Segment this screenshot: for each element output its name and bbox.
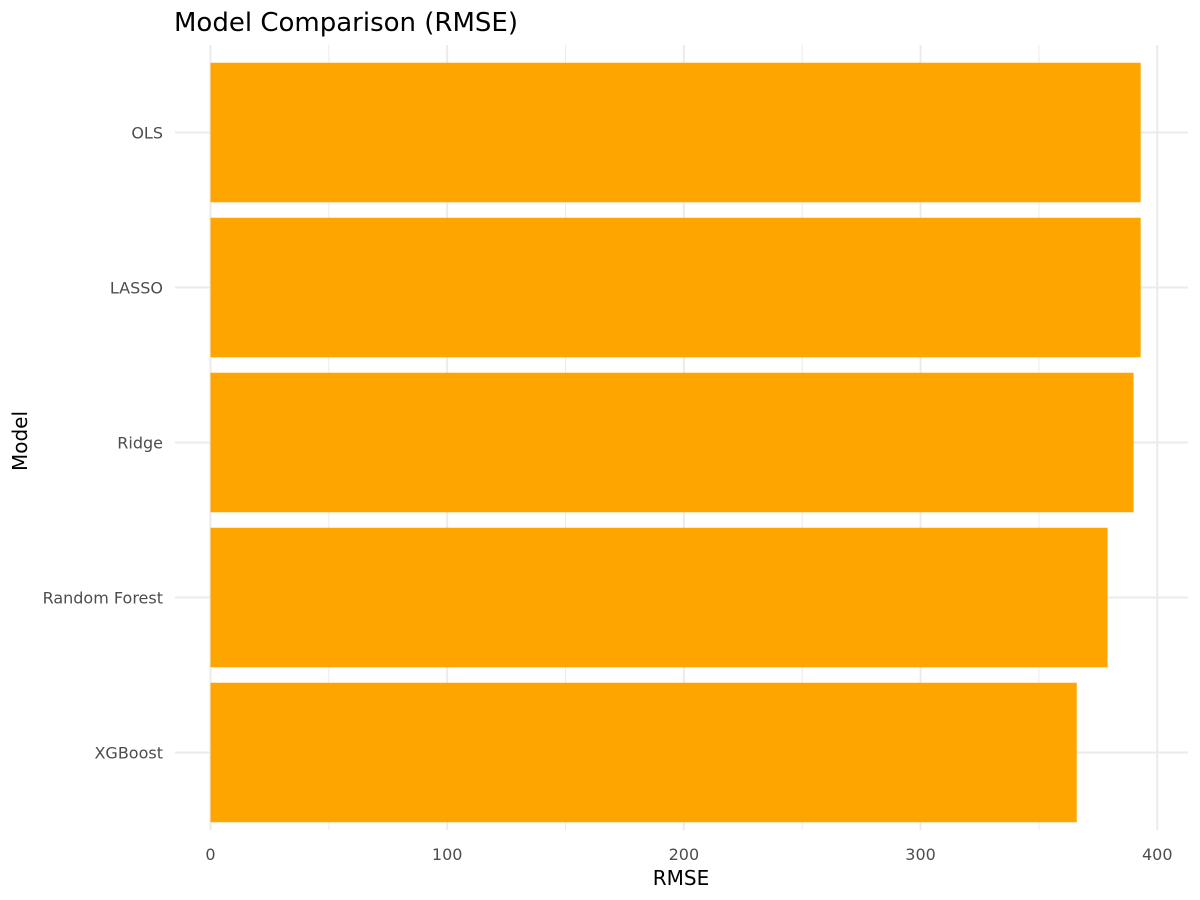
bars (210, 62, 1141, 823)
y-tick-label: Ridge (117, 434, 163, 453)
chart-title: Model Comparison (RMSE) (174, 8, 518, 38)
x-tick-labels: 0 100 200 300 400 (205, 845, 1172, 864)
x-tick-label: 0 (205, 845, 215, 864)
x-tick-label: 100 (432, 845, 463, 864)
x-axis-title: RMSE (653, 866, 709, 890)
y-tick-label: Random Forest (43, 589, 163, 608)
x-tick-label: 200 (669, 845, 700, 864)
bar-ols (210, 62, 1141, 203)
bar-lasso (210, 217, 1141, 358)
y-tick-label: LASSO (110, 279, 163, 298)
bar-xgboost (210, 682, 1077, 823)
y-tick-labels: XGBoost Random Forest Ridge LASSO OLS (43, 124, 163, 763)
x-tick-label: 400 (1142, 845, 1173, 864)
bar-random-forest (210, 527, 1108, 668)
x-tick-label: 300 (905, 845, 936, 864)
y-axis-title: Model (8, 411, 32, 471)
y-tick-label: XGBoost (94, 744, 163, 763)
y-tick-label: OLS (131, 124, 163, 143)
bar-ridge (210, 372, 1134, 513)
